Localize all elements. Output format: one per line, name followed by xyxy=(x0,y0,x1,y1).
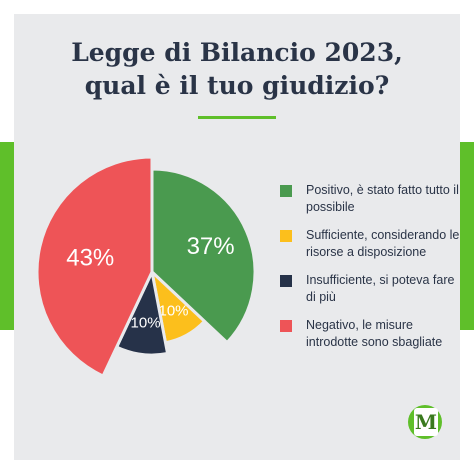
pie-slice-negativo xyxy=(35,155,154,379)
chart-title-line-1: Legge di Bilancio 2023, xyxy=(71,38,403,67)
accent-bar-right xyxy=(460,142,474,330)
legend-swatch-positivo xyxy=(280,185,292,197)
legend-item-sufficiente: Sufficiente, considerando le risorse a d… xyxy=(280,227,460,261)
pie-label-negativo: 43% xyxy=(66,245,114,272)
legend-label-negativo: Negativo, le misure introdotte sono sbag… xyxy=(306,318,443,349)
legend: Positivo, è stato fatto tutto il possibi… xyxy=(280,182,460,362)
brand-logo: M xyxy=(408,405,442,439)
legend-swatch-insufficiente xyxy=(280,275,292,287)
legend-label-sufficiente: Sufficiente, considerando le risorse a d… xyxy=(306,228,460,259)
pie-label-insufficiente: 10% xyxy=(131,315,161,332)
accent-bar-left xyxy=(0,142,14,330)
legend-item-insufficiente: Insufficiente, si poteva fare di più xyxy=(280,272,460,306)
legend-label-insufficiente: Insufficiente, si poteva fare di più xyxy=(306,273,455,304)
chart-title: Legge di Bilancio 2023, qual è il tuo gi… xyxy=(0,36,474,102)
title-underline xyxy=(198,116,276,119)
legend-item-positivo: Positivo, è stato fatto tutto il possibi… xyxy=(280,182,460,216)
chart-title-line-2: qual è il tuo giudizio? xyxy=(84,71,390,100)
pie-label-sufficiente: 10% xyxy=(158,303,188,320)
legend-item-negativo: Negativo, le misure introdotte sono sbag… xyxy=(280,317,460,351)
legend-swatch-sufficiente xyxy=(280,230,292,242)
legend-label-positivo: Positivo, è stato fatto tutto il possibi… xyxy=(306,183,459,214)
pie-slice-positivo xyxy=(150,167,257,345)
legend-swatch-negativo xyxy=(280,320,292,332)
brand-logo-letter: M xyxy=(414,408,438,436)
pie-label-positivo: 37% xyxy=(187,233,235,260)
